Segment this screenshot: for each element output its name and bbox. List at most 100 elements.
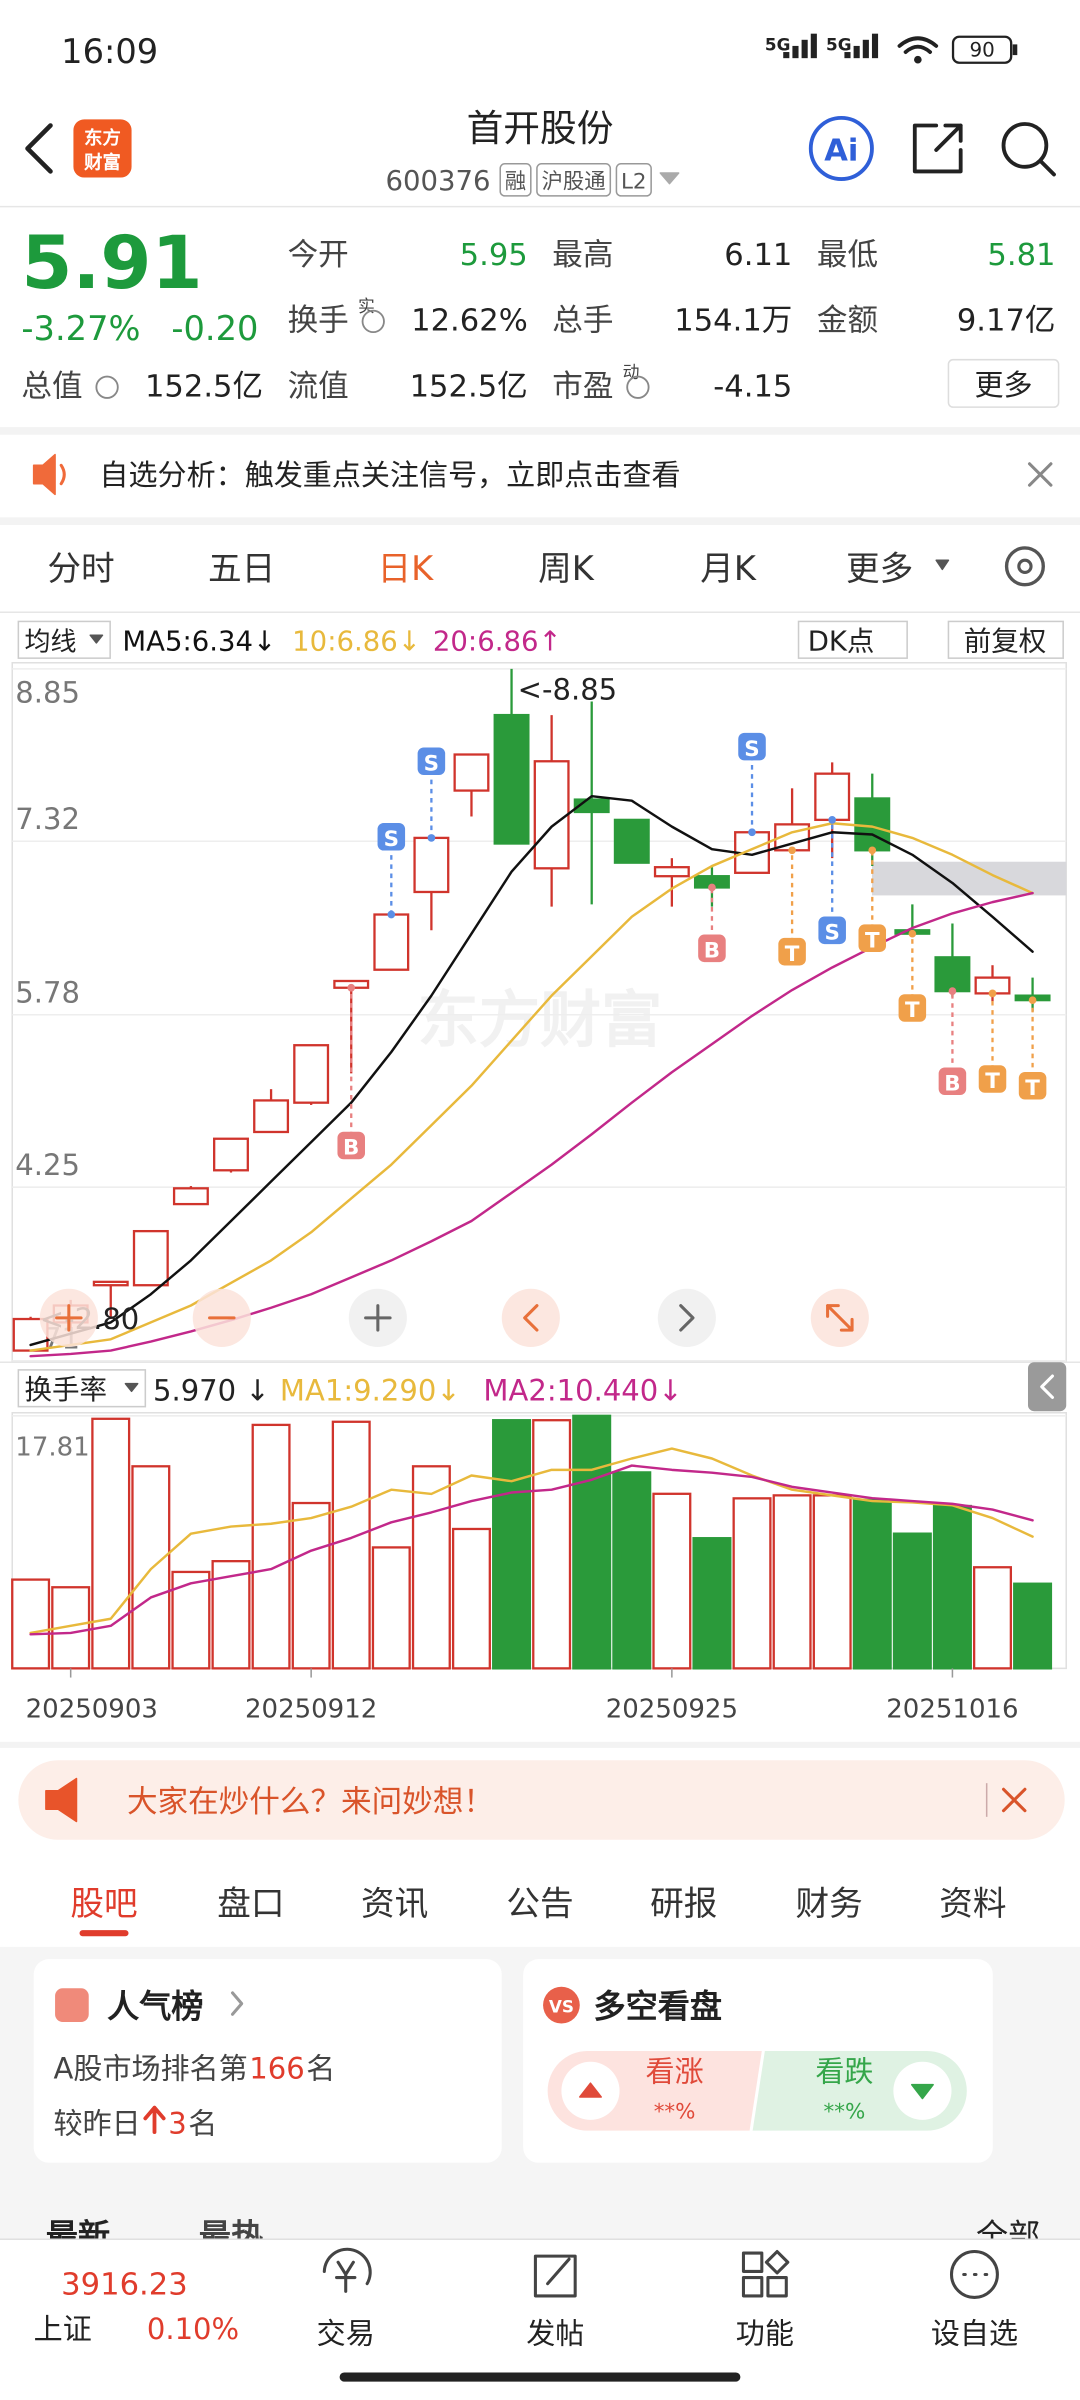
turnover-bar xyxy=(532,1419,572,1670)
icon xyxy=(908,929,917,938)
close-button[interactable] xyxy=(1027,462,1053,487)
chart-control[interactable] xyxy=(501,1288,560,1347)
indicator-selector[interactable] xyxy=(17,1369,147,1408)
field-label: 总值 xyxy=(21,369,82,404)
stock-tag: 融 xyxy=(505,169,526,194)
turnover-bar xyxy=(131,1465,171,1670)
nav-icon[interactable] xyxy=(949,2250,999,2299)
section-tab[interactable]: 盘口 xyxy=(217,1884,284,1923)
adjust-button[interactable] xyxy=(947,620,1064,659)
up-arrow xyxy=(143,2105,166,2135)
candle-body xyxy=(373,913,410,971)
index-change: 0.10% xyxy=(147,2312,239,2346)
turnover-bar xyxy=(812,1494,852,1670)
share-button[interactable] xyxy=(912,123,963,174)
nav-label[interactable]: 发帖 xyxy=(526,2316,584,2350)
stock-code: 600376 xyxy=(385,165,490,197)
bear-value: **% xyxy=(824,2099,866,2124)
close-button[interactable] xyxy=(1001,1787,1027,1813)
candle-body xyxy=(854,797,891,852)
candle-body xyxy=(493,713,530,845)
icon xyxy=(948,987,957,995)
watermark: 东方财富 xyxy=(418,985,663,1056)
nav-label[interactable]: 交易 xyxy=(317,2316,375,2350)
last-price: 5.91 xyxy=(21,221,202,306)
section-tab[interactable]: 资料 xyxy=(939,1884,1006,1923)
rank-value: 166 xyxy=(249,2052,304,2086)
nav-label[interactable]: 设自选 xyxy=(931,2316,1018,2350)
label: 较昨日 xyxy=(54,2107,141,2141)
nav-icon[interactable] xyxy=(741,2250,790,2298)
separator xyxy=(0,1741,1080,1748)
ma-selector[interactable] xyxy=(17,620,111,659)
chart-control[interactable] xyxy=(657,1288,716,1347)
ai-button[interactable] xyxy=(808,115,874,181)
icon xyxy=(347,983,356,992)
period-tab[interactable]: 五日 xyxy=(208,549,275,588)
notice-text[interactable]: 自选分析：触发重点关注信号，立即点击查看 xyxy=(99,458,680,492)
megaphone-icon xyxy=(45,1777,78,1823)
candle-body xyxy=(413,836,450,894)
separator xyxy=(0,427,1080,435)
banner-text[interactable]: 大家在炒什么？来问妙想！ xyxy=(127,1785,494,1820)
icon xyxy=(124,1382,139,1393)
more-label[interactable]: 更多 xyxy=(974,368,1032,402)
ai-label[interactable]: Ai xyxy=(824,134,858,169)
signal-marker xyxy=(337,1131,365,1160)
adjust-label[interactable]: 前复权 xyxy=(964,626,1047,658)
signal-label: S xyxy=(824,920,839,945)
section-tab[interactable]: 财务 xyxy=(795,1884,862,1923)
period-tab[interactable]: 分时 xyxy=(47,549,114,588)
section-tab[interactable]: 股吧 xyxy=(70,1884,137,1923)
back-button[interactable] xyxy=(25,123,53,174)
signal-label: S xyxy=(744,737,759,762)
index-name: 上证 xyxy=(34,2312,92,2346)
nav-icon[interactable] xyxy=(322,2247,372,2293)
period-tab[interactable]: 月K xyxy=(700,549,757,588)
y-tick-label: 7.32 xyxy=(15,802,80,836)
icon xyxy=(910,2083,934,2100)
tag-box xyxy=(536,163,612,197)
turnover-bar xyxy=(371,1546,411,1670)
turnover-bar xyxy=(892,1532,932,1670)
label: 名 xyxy=(188,2107,217,2141)
icon xyxy=(1017,558,1033,574)
section-tab[interactable]: 资讯 xyxy=(361,1884,428,1923)
period-tab[interactable]: 周K xyxy=(538,549,595,588)
dk-button[interactable] xyxy=(797,620,908,659)
signal-label: T xyxy=(1025,1076,1040,1101)
signal-label: T xyxy=(905,998,920,1023)
ad-banner[interactable] xyxy=(18,1760,1065,1840)
period-tab[interactable]: 更多 xyxy=(846,549,913,588)
indicator-label[interactable]: 换手率 xyxy=(24,1374,107,1406)
turnover-bar xyxy=(251,1423,291,1670)
wifi-icon xyxy=(897,36,939,54)
info-icon xyxy=(626,375,650,399)
settings-button[interactable] xyxy=(1004,546,1045,587)
signal-label: B xyxy=(343,1136,359,1161)
section-tab[interactable]: 公告 xyxy=(506,1884,573,1923)
separator xyxy=(0,517,1080,525)
y-tick-label: 17.810 xyxy=(15,1433,106,1463)
icon xyxy=(868,846,877,855)
icon xyxy=(748,828,756,837)
signal-marker xyxy=(818,916,846,945)
max-annotation: <-8.85 xyxy=(518,672,618,706)
signal-marker xyxy=(698,934,726,963)
search-button[interactable] xyxy=(1001,122,1049,169)
nav-icon[interactable] xyxy=(533,2254,577,2298)
signal-marker xyxy=(1018,1072,1047,1100)
collapse-button[interactable] xyxy=(1027,1362,1067,1412)
control-glyph xyxy=(826,1304,854,1332)
section-tab[interactable]: 研报 xyxy=(650,1884,717,1923)
status-time: 16:09 xyxy=(61,32,158,71)
period-tab[interactable]: 日K xyxy=(378,549,435,588)
ma-selector-label[interactable]: 均线 xyxy=(24,628,76,658)
more-button[interactable] xyxy=(947,358,1060,408)
signal-marker xyxy=(417,747,446,776)
signal-bar xyxy=(783,52,790,59)
nav-label[interactable]: 功能 xyxy=(736,2316,794,2350)
turnover-bar xyxy=(572,1414,612,1670)
dk-label[interactable]: DK点 xyxy=(808,626,875,658)
